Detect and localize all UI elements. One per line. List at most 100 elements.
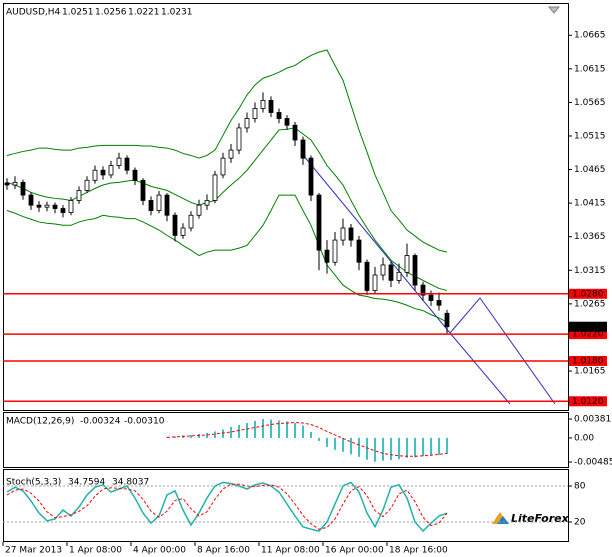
candle-body [140, 179, 146, 201]
candle-body [428, 294, 434, 301]
ohlc-value: 1.0256 [95, 8, 127, 18]
indicator-value: 34.7594 [68, 478, 105, 488]
candle-body [204, 200, 210, 206]
macd-bar [174, 436, 176, 438]
macd-bar [246, 423, 248, 438]
indicator-value: -0.00324 [80, 417, 121, 427]
candle-body [332, 239, 338, 263]
candle-body [260, 99, 266, 109]
macd-bar [190, 434, 192, 438]
y-tick-label: 1.0315 [574, 266, 606, 276]
macd-bar [270, 419, 272, 438]
y-tick-label: 0.00381 [574, 415, 611, 425]
candle-body [268, 99, 274, 113]
x-tick-label: 8 Apr 16:00 [197, 546, 250, 556]
candle-body [356, 239, 362, 263]
candle-body [292, 124, 298, 141]
y-tick-label: 1.0365 [574, 232, 606, 242]
macd-bar [366, 437, 368, 460]
macd-bar [382, 437, 384, 461]
y-tick-label: 20 [574, 518, 586, 528]
macd-bar [286, 421, 288, 438]
scroll-marker [547, 6, 561, 14]
trend-line [302, 154, 451, 334]
candle-body [420, 284, 426, 296]
x-tick-label: 18 Apr 16:00 [389, 546, 448, 556]
candle-body [84, 179, 90, 191]
candle-body [220, 157, 226, 176]
projection-line [449, 297, 556, 405]
candle-body [348, 227, 354, 241]
candle-body [284, 118, 290, 126]
level-label-box [569, 355, 607, 366]
candle-body [196, 204, 202, 216]
candle-body [396, 271, 402, 281]
y-tick-label: -0.00485 [574, 458, 612, 468]
candle-body [228, 149, 234, 159]
macd-bar [430, 437, 432, 456]
candle-body [52, 204, 58, 209]
candle-body [300, 139, 306, 159]
macd-bar [414, 437, 416, 458]
candle-body [444, 312, 450, 328]
y-tick-label: 1.0665 [574, 31, 606, 41]
y-tick-label: 1.0265 [574, 299, 606, 309]
macd-bar [294, 423, 296, 438]
indicator-value: 34.8037 [112, 478, 149, 488]
candle-body [156, 194, 162, 211]
x-tick-label: 11 Apr 08:00 [261, 546, 320, 556]
macd-bar [398, 437, 400, 460]
level-label-box [569, 329, 607, 340]
y-tick-label: 1.0465 [574, 165, 606, 175]
macd-bar [342, 437, 344, 452]
candle-body [4, 182, 10, 186]
candle-body [412, 255, 418, 286]
projection-line [449, 332, 511, 405]
candle-body [20, 181, 26, 196]
logo-text: LiteForex [511, 512, 570, 525]
bollinger-band [6, 194, 448, 323]
macd-bar [214, 431, 216, 438]
x-tick-label: 16 Apr 00:00 [325, 546, 384, 556]
candle-body [172, 214, 178, 236]
x-tick-label: 4 Apr 00:00 [133, 546, 186, 556]
level-label-box [569, 396, 607, 407]
logo: LiteForex [492, 512, 570, 525]
ohlc-value: 1.0231 [161, 8, 193, 18]
trend-drawings [302, 154, 556, 405]
level-label: 1.0280 [572, 289, 604, 299]
candle-body [92, 169, 98, 181]
candle-body [100, 169, 106, 176]
last-price-box [569, 321, 607, 332]
candle-body [244, 118, 250, 129]
x-tick-label: 1 Apr 08:00 [69, 546, 122, 556]
candle-body [132, 169, 138, 181]
indicator-title: MACD(12,26,9) [6, 417, 74, 427]
y-tick-label: 80 [574, 482, 586, 492]
macd-bar [326, 437, 328, 447]
macd-bar [318, 437, 320, 441]
candle-body [236, 127, 242, 151]
candle-body [164, 194, 170, 216]
candle-body [316, 194, 322, 251]
y-tick-label: 1.0515 [574, 131, 606, 141]
candle-body [388, 264, 394, 281]
level-label: 1.0180 [572, 356, 604, 366]
macd-bar [422, 437, 424, 457]
macd-bar [230, 426, 232, 438]
candle-body [108, 165, 114, 176]
macd-bar [262, 419, 264, 438]
main-panel [3, 3, 569, 411]
candle-body [276, 112, 282, 119]
level-label: 1.0120 [572, 397, 604, 407]
stoch-signal [6, 483, 448, 530]
candle-body [188, 214, 194, 229]
candle-body [36, 204, 42, 208]
candle-body [380, 264, 386, 276]
candle-body [364, 261, 370, 291]
candle-body [12, 181, 18, 186]
macd-bar [350, 437, 352, 455]
stoch-panel [3, 469, 569, 542]
